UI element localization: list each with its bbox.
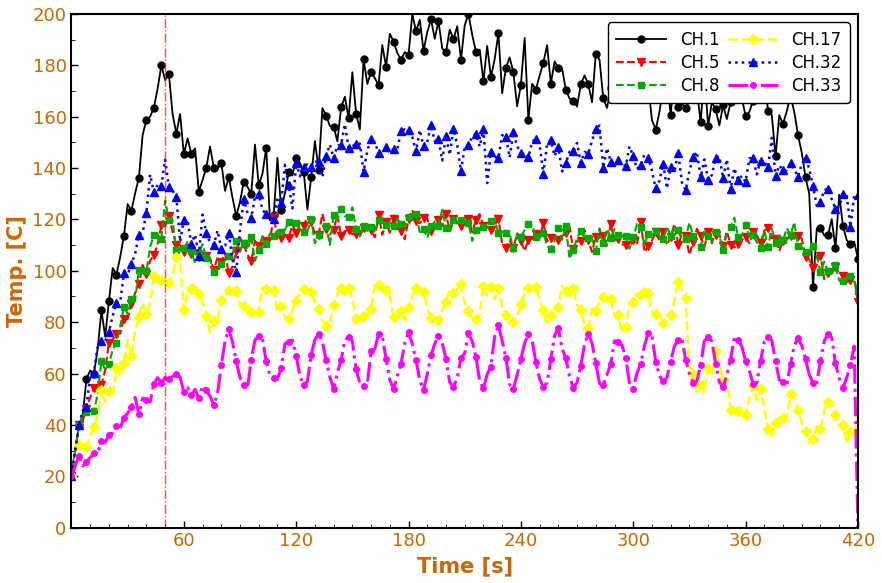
Line: CH.33: CH.33 [69,322,861,531]
CH.5 [853,298,863,305]
CH.8 [853,287,863,294]
CH.8 [373,217,384,224]
Line: CH.17: CH.17 [68,254,862,480]
CH.33 [89,450,100,457]
CH.8 [66,473,77,480]
Line: CH.5: CH.5 [67,206,862,480]
CH.17 [66,473,77,480]
CH.17 [613,311,624,318]
CH.5 [415,220,425,227]
CH.5 [370,234,380,241]
CH.33 [613,339,624,346]
CH.32 [373,149,384,156]
Legend: CH.1, CH.5, CH.8, CH.17, CH.32, CH.33: CH.1, CH.5, CH.8, CH.17, CH.32, CH.33 [608,22,849,103]
CH.5 [298,222,309,229]
CH.1 [298,168,309,175]
Line: CH.32: CH.32 [67,120,862,480]
CH.33 [411,357,422,364]
CH.8 [160,197,170,204]
X-axis label: Time [s]: Time [s] [416,556,512,576]
CH.33 [370,346,380,353]
CH.1 [415,16,425,23]
CH.8 [89,408,100,415]
CH.33 [66,473,77,480]
CH.8 [781,225,792,232]
CH.5 [407,206,417,213]
CH.32 [415,127,425,134]
CH.1 [89,370,100,377]
CH.33 [853,524,863,531]
CH.5 [781,236,792,243]
Line: CH.1: CH.1 [68,10,862,480]
CH.32 [66,473,77,480]
CH.1 [613,80,624,87]
CH.1 [781,108,792,115]
CH.17 [89,423,100,430]
CH.17 [415,285,425,292]
CH.17 [853,410,863,417]
Line: CH.8: CH.8 [68,197,862,480]
CH.8 [613,231,624,238]
CH.32 [613,157,624,164]
CH.5 [66,473,77,480]
CH.5 [613,236,624,243]
CH.32 [298,163,309,170]
CH.17 [373,282,384,289]
CH.17 [171,254,182,261]
CH.33 [493,322,504,329]
CH.17 [781,413,792,420]
CH.17 [303,287,313,294]
CH.1 [853,255,863,262]
CH.32 [89,369,100,376]
CH.32 [781,167,792,174]
CH.8 [415,229,425,236]
CH.32 [853,191,863,198]
CH.32 [340,121,350,128]
Y-axis label: Temp. [C]: Temp. [C] [7,215,27,326]
CH.33 [298,382,309,389]
CH.5 [89,385,100,392]
CH.1 [370,75,380,82]
CH.33 [781,382,792,389]
CH.1 [407,10,417,17]
CH.1 [66,473,77,480]
CH.8 [303,228,313,235]
